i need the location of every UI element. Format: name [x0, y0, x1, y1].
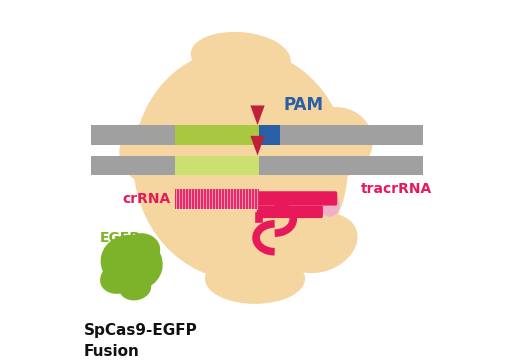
FancyBboxPatch shape — [257, 191, 336, 206]
Ellipse shape — [294, 107, 372, 179]
Ellipse shape — [320, 193, 339, 217]
Ellipse shape — [100, 260, 142, 294]
Text: tracrRNA: tracrRNA — [360, 183, 431, 197]
FancyBboxPatch shape — [257, 206, 322, 218]
FancyBboxPatch shape — [258, 125, 279, 145]
FancyBboxPatch shape — [174, 156, 258, 175]
Ellipse shape — [190, 32, 290, 82]
Polygon shape — [250, 105, 264, 125]
Ellipse shape — [205, 254, 304, 304]
Text: PAM: PAM — [283, 96, 323, 114]
Ellipse shape — [119, 275, 151, 300]
Text: EGFP: EGFP — [99, 231, 140, 245]
Ellipse shape — [119, 121, 190, 186]
FancyBboxPatch shape — [91, 156, 422, 175]
Text: crRNA: crRNA — [123, 192, 171, 206]
Ellipse shape — [133, 48, 347, 280]
Text: SpCas9-EGFP: SpCas9-EGFP — [83, 323, 197, 338]
Ellipse shape — [124, 233, 160, 264]
FancyBboxPatch shape — [91, 125, 422, 145]
FancyBboxPatch shape — [174, 125, 258, 145]
Ellipse shape — [280, 213, 357, 273]
Text: Fusion: Fusion — [83, 343, 139, 359]
Ellipse shape — [100, 235, 162, 291]
Polygon shape — [250, 136, 264, 156]
FancyBboxPatch shape — [174, 189, 258, 209]
